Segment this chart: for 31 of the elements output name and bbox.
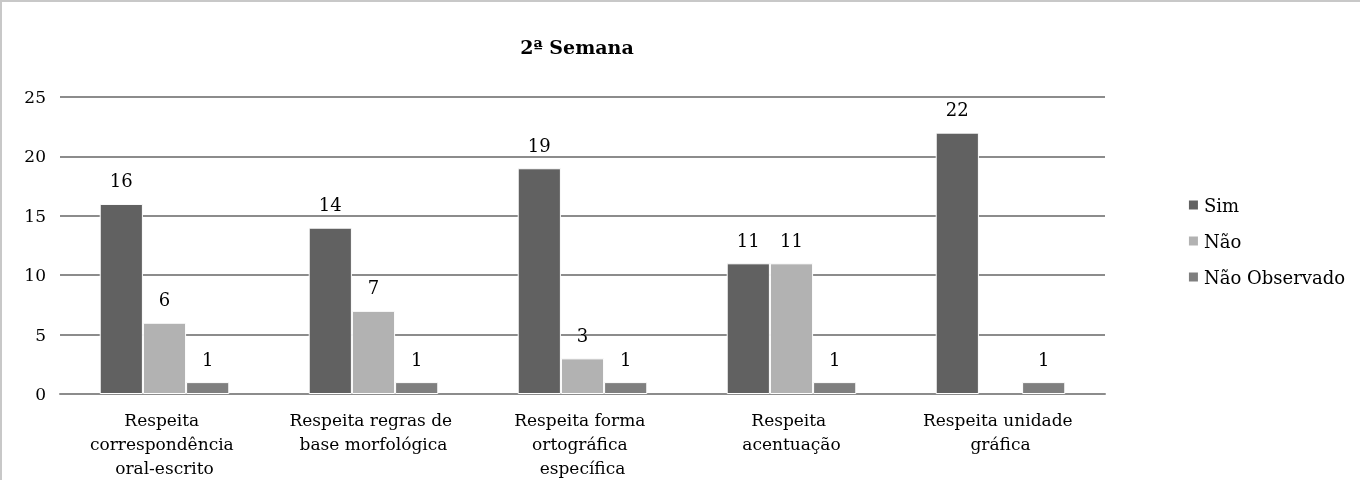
y-tick-label: 15 — [24, 205, 46, 226]
data-label: 7 — [367, 277, 380, 299]
x-tick-label: Respeita acentuação — [742, 410, 841, 454]
data-label: 16 — [109, 170, 133, 192]
y-tick-label: 5 — [35, 324, 46, 345]
chart-title: 2ª Semana — [520, 35, 634, 58]
bar — [1022, 382, 1066, 394]
data-label: 19 — [527, 134, 551, 156]
legend-label: Não Observado — [1203, 266, 1345, 288]
x-tick-label: Respeita unidade gráfica — [922, 410, 1079, 454]
data-label: 11 — [780, 229, 803, 251]
y-tick-label: 0 — [35, 384, 46, 404]
data-label: 1 — [410, 348, 423, 370]
y-tick-label: 10 — [24, 265, 46, 286]
data-label: 1 — [201, 348, 214, 370]
data-label: 3 — [576, 324, 589, 346]
data-label: 14 — [318, 194, 342, 216]
data-label: 1 — [828, 348, 841, 370]
legend-label: Sim — [1203, 194, 1240, 216]
data-label: 1 — [619, 348, 632, 370]
data-label: 22 — [945, 99, 969, 121]
legend-label: Não — [1203, 230, 1242, 252]
x-tick-label: Respeita regras de base morfológica — [289, 410, 458, 454]
data-label: 1 — [1037, 348, 1050, 370]
data-label: 6 — [158, 289, 171, 311]
y-tick-label: 25 — [24, 87, 46, 107]
data-label: 11 — [736, 229, 760, 251]
bar — [935, 132, 979, 394]
y-tick-label: 20 — [24, 146, 46, 167]
x-tick-label: Respeita forma ortográfica específica — [514, 410, 651, 478]
x-tick-label: Respeita correspondência oral-escrito — [89, 410, 240, 478]
